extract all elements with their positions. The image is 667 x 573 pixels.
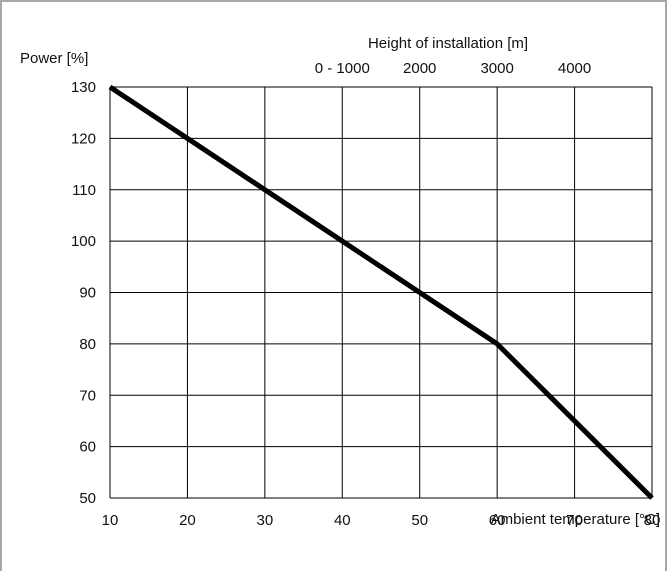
x-tick-label-80: 80 (644, 512, 661, 529)
y-tick-label-90: 90 (79, 285, 96, 302)
y-axis-label: Power [%] (20, 50, 88, 67)
x-axis-label: Ambient temperature [°C] (491, 511, 660, 528)
top-tick-label-2: 3000 (480, 60, 513, 77)
grid (109, 86, 653, 499)
series-line-0 (108, 84, 654, 500)
x-tick-label-30: 30 (257, 512, 274, 529)
y-tick-label-50: 50 (79, 490, 96, 507)
x-tick-label-10: 10 (102, 512, 119, 529)
top-tick-label-3: 4000 (558, 60, 591, 77)
y-tick-label-100: 100 (71, 233, 96, 250)
y-tick-label-110: 110 (72, 182, 96, 199)
y-tick-label-70: 70 (79, 387, 96, 404)
top-tick-label-1: 2000 (403, 60, 436, 77)
y-tick-label-120: 120 (71, 130, 96, 147)
x-tick-label-40: 40 (334, 512, 351, 529)
x-tick-label-50: 50 (411, 512, 428, 529)
x-tick-label-70: 70 (566, 512, 583, 529)
y-tick-label-60: 60 (79, 439, 96, 456)
series-layer (108, 84, 654, 500)
y-tick-label-80: 80 (79, 336, 96, 353)
x-tick-label-20: 20 (179, 512, 196, 529)
top-axis-label: Height of installation [m] (368, 35, 528, 52)
top-tick-label-0: 0 - 1000 (315, 60, 370, 77)
labels-layer: Power [%] Ambient temperature [°C] Heigh… (20, 35, 660, 528)
x-tick-label-60: 60 (489, 512, 506, 529)
ticks-layer: 10 20 30 40 50 60 70 80 50 60 70 80 90 100 110 120 130 0 … (71, 60, 660, 529)
y-tick-label-130: 130 (71, 79, 96, 96)
